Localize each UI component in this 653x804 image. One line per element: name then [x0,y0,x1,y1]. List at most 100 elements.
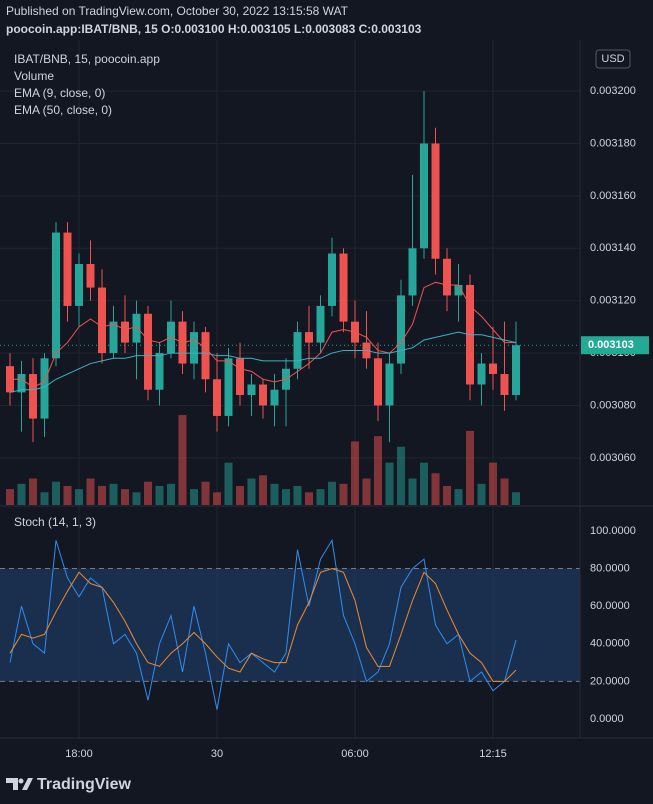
volume-bar [385,462,394,505]
volume-bar [512,492,520,505]
candle-body [155,353,164,390]
candle-body [408,248,417,296]
candle-body [75,263,83,306]
logo [6,778,33,790]
volume-bar [213,492,221,505]
candle-body [443,258,451,296]
legend-ema50: EMA (50, close, 0) [14,103,112,117]
candle-body [52,232,60,359]
volume-bar [236,485,244,505]
volume-bar [98,485,106,505]
volume-bar [466,430,474,505]
candle-body [512,345,520,395]
volume-bar [167,483,175,505]
volume-bar [247,478,256,505]
candle-body [144,313,152,390]
candle-body [132,313,141,343]
candle-body [293,332,302,369]
stoch-title: Stoch (14, 1, 3) [14,515,96,529]
candle-body [98,287,106,354]
candle-body [63,232,72,306]
x-tick-label: 06:00 [341,748,369,760]
volume-bar [397,446,405,505]
candle-body [224,358,233,416]
x-tick-label: 18:00 [65,748,93,760]
pane-title: IBAT/BNB, 15, poocoin.app [14,52,160,66]
volume-bar [316,489,325,505]
candle-body [201,332,210,380]
stoch-tick-label: 0.0000 [590,713,624,725]
y-tick-label: 0.003120 [590,295,636,307]
stoch-tick-label: 20.0000 [590,675,630,687]
candle-body [236,358,244,395]
volume-bar [63,485,72,505]
stoch-line [9,538,517,710]
symbol-line: poocoin.app:IBAT/BNB, 15 O:0.003100 H:0.… [6,22,422,36]
candle-body [385,363,394,406]
candle-body [121,321,129,343]
stoch-tick-label: 60.0000 [590,600,630,612]
candle-body [374,358,382,406]
stoch-tick-label: 100.0000 [590,525,636,537]
volume-bar [454,489,463,505]
y-tick-label: 0.003200 [590,85,636,97]
volume-bar [17,483,26,505]
currency-button[interactable] [595,49,631,69]
volume-bar [52,481,60,505]
volume-bar [500,478,509,505]
price-label-box [581,336,649,355]
candle-body [454,284,463,296]
volume-bar [374,436,382,505]
candle-body [305,332,313,343]
stoch-tick-label: 80.0000 [590,562,630,574]
y-tick-label: 0.003160 [590,190,636,202]
volume-bar [282,489,290,505]
volume-bar [132,492,141,505]
volume-bar [420,462,428,505]
ema-line [9,331,517,393]
currency: USD [601,53,624,65]
brand: TradingView [37,776,132,793]
y-tick-label: 0.003140 [590,242,636,254]
volume-bar [270,483,279,505]
volume-bar [351,441,359,505]
candle-body [109,321,118,354]
x-tick-label: 12:15 [479,748,507,760]
volume-bar [40,492,49,505]
candle-body [40,358,49,419]
published-line: Published on TradingView.com, October 30… [6,4,349,18]
y-tick-label: 0.003080 [590,399,636,411]
volume-bar [259,475,267,505]
ema-line [10,281,516,388]
candle-body [339,253,348,322]
candle-body [270,389,279,406]
volume-bar [201,481,210,505]
x-tick-label: 30 [211,748,223,760]
volume-bar [75,489,83,505]
candle-body [190,332,198,364]
candle-body [247,384,256,395]
y-tick-label: 0.003180 [590,137,636,149]
volume-bar [190,489,198,505]
candle-body [500,374,509,395]
volume-bar [362,478,371,505]
volume-bar [109,483,118,505]
candle-body [316,305,325,343]
volume-bar [443,485,451,505]
candle-body [477,363,486,385]
stoch-tick-label: 40.0000 [590,638,630,650]
volume-bar [6,489,14,505]
volume-bar [144,481,152,505]
legend-volume: Volume [14,69,54,83]
stoch-band [0,568,580,682]
volume-bar [86,478,95,505]
legend-ema9: EMA (9, close, 0) [14,86,105,100]
volume-bar [489,462,497,505]
price-label: 0.003103 [588,339,634,351]
candle-body [328,253,336,306]
candle-body [259,384,267,406]
candle-body [213,379,221,416]
volume-bar [328,481,336,505]
candle-body [489,363,497,375]
